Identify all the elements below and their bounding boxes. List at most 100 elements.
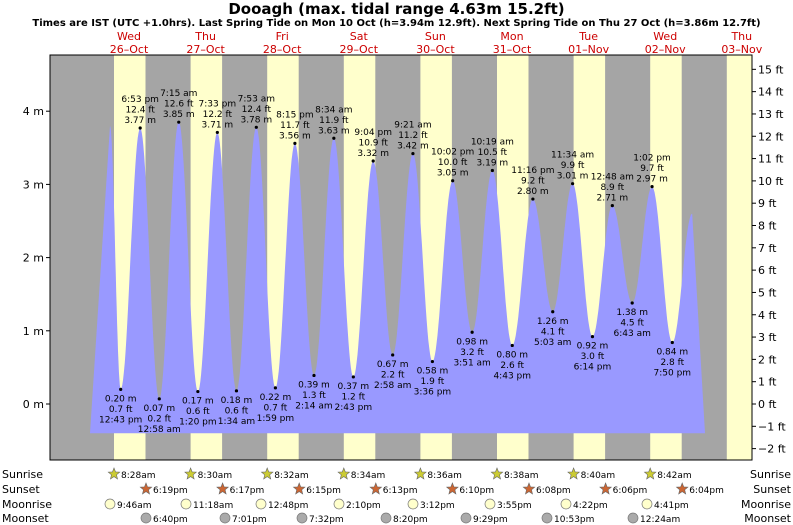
tide-label-low: 0.84 m: [656, 348, 688, 358]
tide-label-high: 8:15 pm: [276, 110, 314, 120]
tide-point: [138, 126, 142, 130]
sunset-icon: [216, 482, 230, 495]
tide-label-high: 7:15 am: [160, 89, 197, 99]
tide-point: [177, 120, 181, 124]
tide-point: [430, 359, 435, 364]
moonset-time: 9:29pm: [473, 515, 508, 525]
tide-label-low: 4.1 ft: [541, 327, 565, 337]
tide-point: [351, 375, 355, 379]
moonrise-time: 3:12pm: [420, 501, 455, 511]
sunset-icon: [445, 482, 459, 495]
tide-point: [590, 335, 595, 339]
tide-label-low: 0.37 m: [337, 382, 369, 392]
tide-label-low: 2.2 ft: [381, 370, 405, 380]
tide-label-high: 11.9 ft: [319, 116, 349, 126]
sunset-icon: [599, 482, 613, 495]
tide-water-area: [90, 122, 705, 434]
sunrise-icon: [337, 467, 351, 480]
tide-point: [630, 301, 634, 305]
day-date: 30–Oct: [416, 43, 455, 56]
y-tick-label-ft: −1 ft: [758, 420, 786, 433]
tide-label-low: 0.6 ft: [186, 407, 210, 417]
tide-point: [215, 130, 219, 135]
moonset-time: 7:01pm: [232, 515, 267, 525]
moonrise-time: 9:46am: [117, 501, 152, 511]
sunrise-icon: [260, 467, 274, 480]
tide-point: [451, 179, 455, 183]
moonrise-time: 4:22pm: [573, 501, 608, 511]
tide-point: [510, 343, 514, 348]
tide-label-high: 10.5 ft: [478, 148, 508, 158]
tide-label-low: 3.2 ft: [460, 348, 484, 358]
tide-label-high: 3.42 m: [397, 142, 429, 152]
tide-label-high: 12.4 ft: [242, 105, 272, 115]
day-name: Sun: [425, 30, 446, 43]
tide-label-high: 2.97 m: [636, 175, 668, 185]
moonrise-icon: [255, 498, 267, 510]
y-tick-label-m: 0 m: [23, 398, 44, 411]
sunset-time: 6:17pm: [230, 486, 265, 496]
y-tick-label-ft: 4 ft: [758, 309, 777, 322]
y-tick-label-ft: 14 ft: [758, 86, 784, 99]
tide-label-low: 1.26 m: [537, 317, 569, 327]
moonrise-icon: [180, 498, 192, 510]
day-date: 03–Nov: [721, 43, 762, 56]
plot-frame: [49, 54, 753, 461]
daylight-band: [726, 55, 741, 460]
moonrise-icon: [104, 498, 116, 510]
sunset-time: 6:04pm: [689, 486, 724, 496]
tide-label-low: 1.2 ft: [341, 392, 365, 402]
y-tick-label-ft: 10 ft: [758, 175, 784, 188]
tide-label-low: 0.39 m: [298, 380, 330, 390]
moonrise-time: 4:41pm: [654, 501, 689, 511]
tide-label-high: 3.05 m: [437, 169, 469, 179]
sunrise-time: 8:28am: [121, 471, 156, 481]
sunset-icon: [139, 482, 153, 495]
tide-label-high: 2.80 m: [517, 187, 549, 197]
day-date: 28–Oct: [263, 43, 302, 56]
tide-label-high: 12.6 ft: [164, 100, 194, 110]
tide-label-low: 4.5 ft: [620, 318, 644, 328]
tide-label-high: 9.7 ft: [640, 164, 664, 174]
tide-point: [119, 387, 123, 391]
day-name: Wed: [653, 30, 677, 43]
moonset-time: 7:32pm: [309, 515, 344, 525]
moonrise-icon: [407, 498, 419, 510]
day-date: 02–Nov: [645, 43, 686, 56]
tide-point: [273, 386, 278, 390]
tide-label-high: 10.0 ft: [438, 158, 468, 168]
day-name: Mon: [500, 30, 523, 43]
tide-point: [551, 310, 555, 314]
row-label-left: Moonset: [2, 512, 49, 525]
tide-label-low: 1.9 ft: [421, 377, 445, 387]
sunrise-time: 8:42am: [657, 471, 692, 481]
sunrise-time: 8:34am: [351, 471, 386, 481]
tide-point: [650, 184, 654, 189]
y-tick-label-ft: 7 ft: [758, 242, 777, 255]
moonrise-icon: [333, 498, 345, 510]
tide-point: [254, 125, 258, 129]
tide-label-high: 3.78 m: [240, 115, 272, 125]
tide-label-high: 2.71 m: [596, 194, 628, 204]
tide-point: [670, 340, 674, 345]
sunrise-icon: [643, 467, 657, 480]
tide-point: [391, 353, 395, 357]
moonrise-time: 12:48pm: [268, 501, 308, 511]
tide-label-low: 0.17 m: [182, 397, 214, 407]
y-tick-label-ft: 13 ft: [758, 108, 784, 121]
sunset-time: 6:13pm: [383, 486, 418, 496]
tide-label-low: 0.58 m: [417, 367, 449, 377]
tide-label-low: 1.3 ft: [302, 391, 326, 401]
tide-label-high: 11:34 am: [551, 151, 594, 161]
tide-label-high: 3.32 m: [357, 149, 389, 159]
tide-point: [332, 136, 336, 140]
tide-label-high: 12:48 am: [591, 173, 634, 183]
tide-point: [610, 204, 614, 208]
sunset-icon: [675, 482, 689, 495]
y-tick-label-ft: 3 ft: [758, 331, 777, 344]
y-tick-label-m: 2 m: [23, 252, 44, 265]
y-tick-label-ft: 9 ft: [758, 197, 777, 210]
tide-label-low: 7:50 pm: [654, 369, 692, 379]
day-name: Tue: [578, 30, 598, 43]
y-tick-label-ft: 12 ft: [758, 130, 784, 143]
